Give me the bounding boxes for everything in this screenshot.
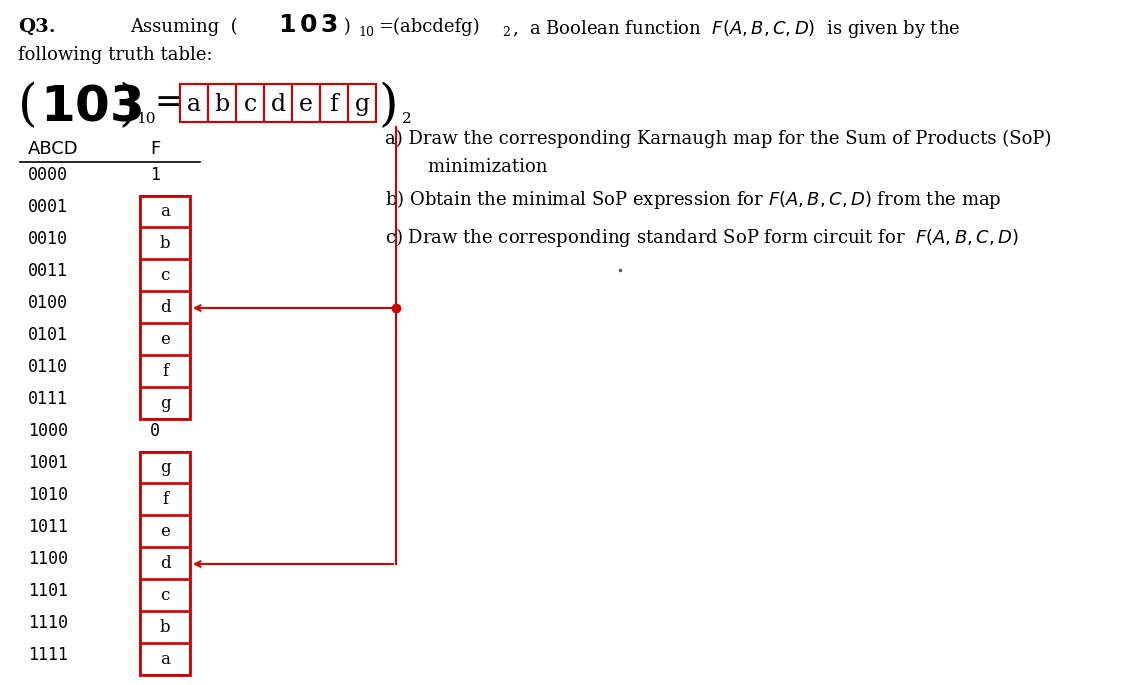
Text: a: a [160,651,169,668]
Text: 0110: 0110 [28,358,68,376]
Text: minimization: minimization [405,158,548,176]
Text: following truth table:: following truth table: [18,46,213,64]
Text: 10: 10 [358,26,374,39]
Bar [319,84,348,122]
Bar [140,516,190,547]
Text: c) Draw the corresponding standard SoP form circuit for  $F(A,B,C,D)$: c) Draw the corresponding standard SoP f… [385,226,1019,249]
Text: e: e [160,331,169,348]
Text: ): ) [338,18,350,36]
Text: g: g [159,395,171,412]
Bar [236,84,264,122]
Bar [140,612,190,643]
Text: 0001: 0001 [28,198,68,216]
Text: a) Draw the corresponding Karnaugh map for the Sum of Products (SoP): a) Draw the corresponding Karnaugh map f… [385,130,1052,148]
Text: c: c [243,92,257,116]
Text: 0100: 0100 [28,294,68,312]
Text: c: c [160,587,169,604]
Bar [140,260,190,291]
Bar [140,324,190,355]
Text: 1101: 1101 [28,582,68,600]
Text: 1111: 1111 [28,646,68,664]
Text: (: ( [18,82,38,132]
Bar [140,484,190,515]
Text: =: = [155,87,183,119]
Text: d: d [159,299,171,316]
Text: =(abcdefg): =(abcdefg) [377,18,480,36]
Text: 1100: 1100 [28,550,68,568]
Bar [140,196,190,227]
Text: b) Obtain the minimal SoP expression for $F(A,B,C,D)$ from the map: b) Obtain the minimal SoP expression for… [385,188,1002,211]
Text: ABCD: ABCD [28,140,78,158]
Text: 1001: 1001 [28,454,68,472]
Text: b: b [159,619,171,636]
Text: 2: 2 [402,112,412,126]
Text: 0: 0 [150,422,160,440]
Text: 1110: 1110 [28,614,68,632]
Text: 1: 1 [150,166,160,184]
Text: 2: 2 [503,26,509,39]
Text: e: e [160,523,169,540]
Bar [140,452,190,483]
Bar [348,84,376,122]
Bar [140,228,190,259]
Text: d: d [271,92,285,116]
Text: e: e [299,92,313,116]
Bar [140,548,190,579]
Bar [140,356,190,387]
Bar [180,84,208,122]
Text: 0000: 0000 [28,166,68,184]
Bar [140,196,190,419]
Text: $\mathbf{103}$: $\mathbf{103}$ [40,82,142,132]
Bar [140,452,190,675]
Text: f: f [330,92,339,116]
Text: 1010: 1010 [28,486,68,504]
Text: ): ) [118,82,138,132]
Text: ): ) [377,82,398,132]
Text: ,  a Boolean function  $F(A,B,C,D)$  is given by the: , a Boolean function $F(A,B,C,D)$ is giv… [512,18,961,40]
Text: Q3.: Q3. [18,18,56,36]
Text: d: d [159,555,171,572]
Bar [208,84,236,122]
Text: g: g [355,92,370,116]
Text: 0010: 0010 [28,230,68,248]
Bar [292,84,319,122]
Text: 0111: 0111 [28,390,68,408]
Text: b: b [159,235,171,252]
Text: 0101: 0101 [28,326,68,344]
Bar [140,580,190,611]
Text: 10: 10 [136,112,156,126]
Text: f: f [161,491,168,508]
Text: b: b [215,92,230,116]
Bar [140,388,190,419]
Bar [264,84,292,122]
Text: c: c [160,267,169,284]
Bar [140,644,190,675]
Text: f: f [161,363,168,380]
Text: Assuming  (: Assuming ( [130,18,243,36]
Text: $\mathbf{1\,0\,3}$: $\mathbf{1\,0\,3}$ [279,14,339,37]
Text: F: F [150,140,160,158]
Bar [140,292,190,323]
Text: 0011: 0011 [28,262,68,280]
Text: 1011: 1011 [28,518,68,536]
Text: g: g [159,459,171,476]
Text: 1000: 1000 [28,422,68,440]
Text: a: a [160,203,169,220]
Text: a: a [186,92,201,116]
